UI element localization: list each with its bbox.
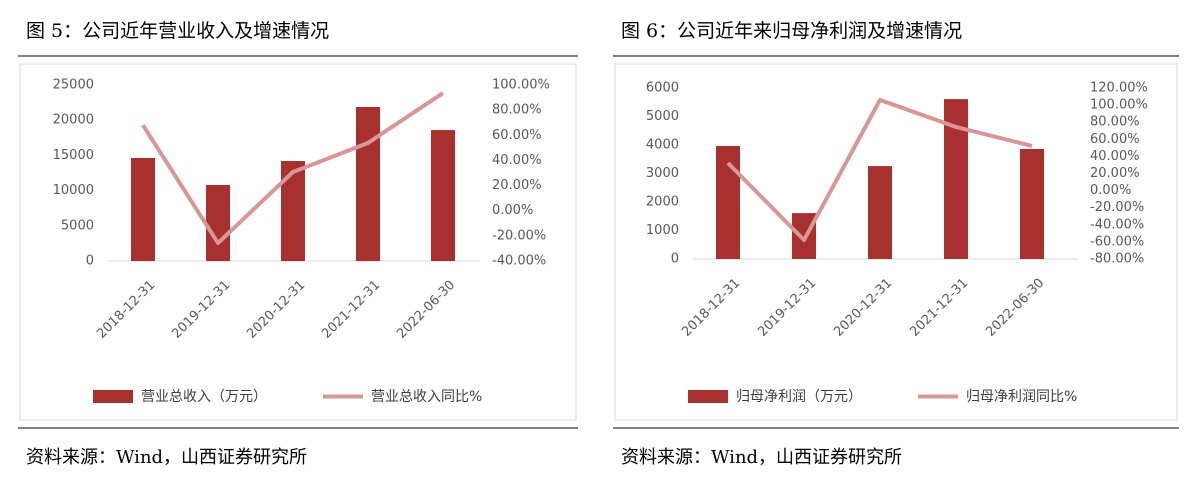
- y2-tick-label: -40.00%: [1090, 217, 1144, 232]
- legend-label: 归母净利润（万元）: [736, 388, 862, 405]
- y-tick-label: 25000: [53, 78, 94, 93]
- y-tick-label: 2000: [646, 195, 679, 210]
- y2-tick-label: 40.00%: [492, 153, 542, 168]
- legend-label: 营业总收入（万元）: [141, 389, 267, 405]
- source-note: 资料来源：Wind，山西证券研究所: [621, 447, 902, 468]
- source-note: 资料来源：Wind，山西证券研究所: [26, 447, 307, 468]
- y2-tick-label: 80.00%: [492, 103, 542, 118]
- y2-tick-label: 60.00%: [1090, 132, 1140, 147]
- bar: [431, 130, 455, 261]
- bar: [716, 145, 740, 259]
- y-tick-label: 5000: [646, 109, 679, 124]
- y-tick-label: 20000: [53, 113, 94, 128]
- legend-swatch: [93, 390, 133, 403]
- chart-title: 图 6：公司近年来归母净利润及增速情况: [621, 20, 962, 42]
- y-tick-label: 0: [671, 252, 679, 267]
- y2-tick-label: 0.00%: [1090, 183, 1131, 198]
- y-tick-label: 15000: [53, 148, 94, 163]
- y2-tick-label: 20.00%: [1090, 166, 1140, 181]
- legend-label: 归母净利润同比%: [966, 388, 1077, 405]
- y2-tick-label: 100.00%: [492, 78, 550, 93]
- y2-tick-label: -60.00%: [1090, 234, 1144, 249]
- y2-tick-label: -80.00%: [1090, 252, 1144, 267]
- y2-tick-label: 20.00%: [492, 178, 542, 193]
- bar: [868, 166, 892, 259]
- bar: [356, 107, 380, 261]
- y-tick-label: 10000: [53, 183, 94, 198]
- chart-title: 图 5：公司近年营业收入及增速情况: [26, 20, 329, 42]
- y2-tick-label: 0.00%: [492, 203, 533, 218]
- legend-swatch: [688, 390, 728, 403]
- y2-tick-label: 60.00%: [492, 128, 542, 143]
- y-tick-label: 3000: [646, 166, 679, 181]
- y-tick-label: 4000: [646, 138, 679, 153]
- y2-tick-label: 100.00%: [1090, 98, 1148, 113]
- y-tick-label: 5000: [61, 218, 94, 233]
- bar: [1020, 148, 1044, 259]
- bar: [281, 161, 305, 261]
- y2-tick-label: -40.00%: [492, 254, 546, 269]
- y-tick-label: 0: [86, 254, 94, 269]
- bar: [206, 184, 230, 261]
- y2-tick-label: 40.00%: [1090, 149, 1140, 164]
- line: [726, 97, 1033, 243]
- y2-tick-label: -20.00%: [1090, 200, 1144, 215]
- legend-label: 营业总收入同比%: [371, 389, 482, 405]
- y2-tick-label: 80.00%: [1090, 115, 1140, 130]
- plot-background: [614, 63, 1178, 421]
- y-tick-label: 1000: [646, 223, 679, 238]
- bar: [131, 158, 155, 261]
- y2-tick-label: -20.00%: [492, 228, 546, 243]
- line: [141, 91, 445, 246]
- y-tick-label: 6000: [646, 81, 679, 96]
- y2-tick-label: 120.00%: [1090, 81, 1148, 96]
